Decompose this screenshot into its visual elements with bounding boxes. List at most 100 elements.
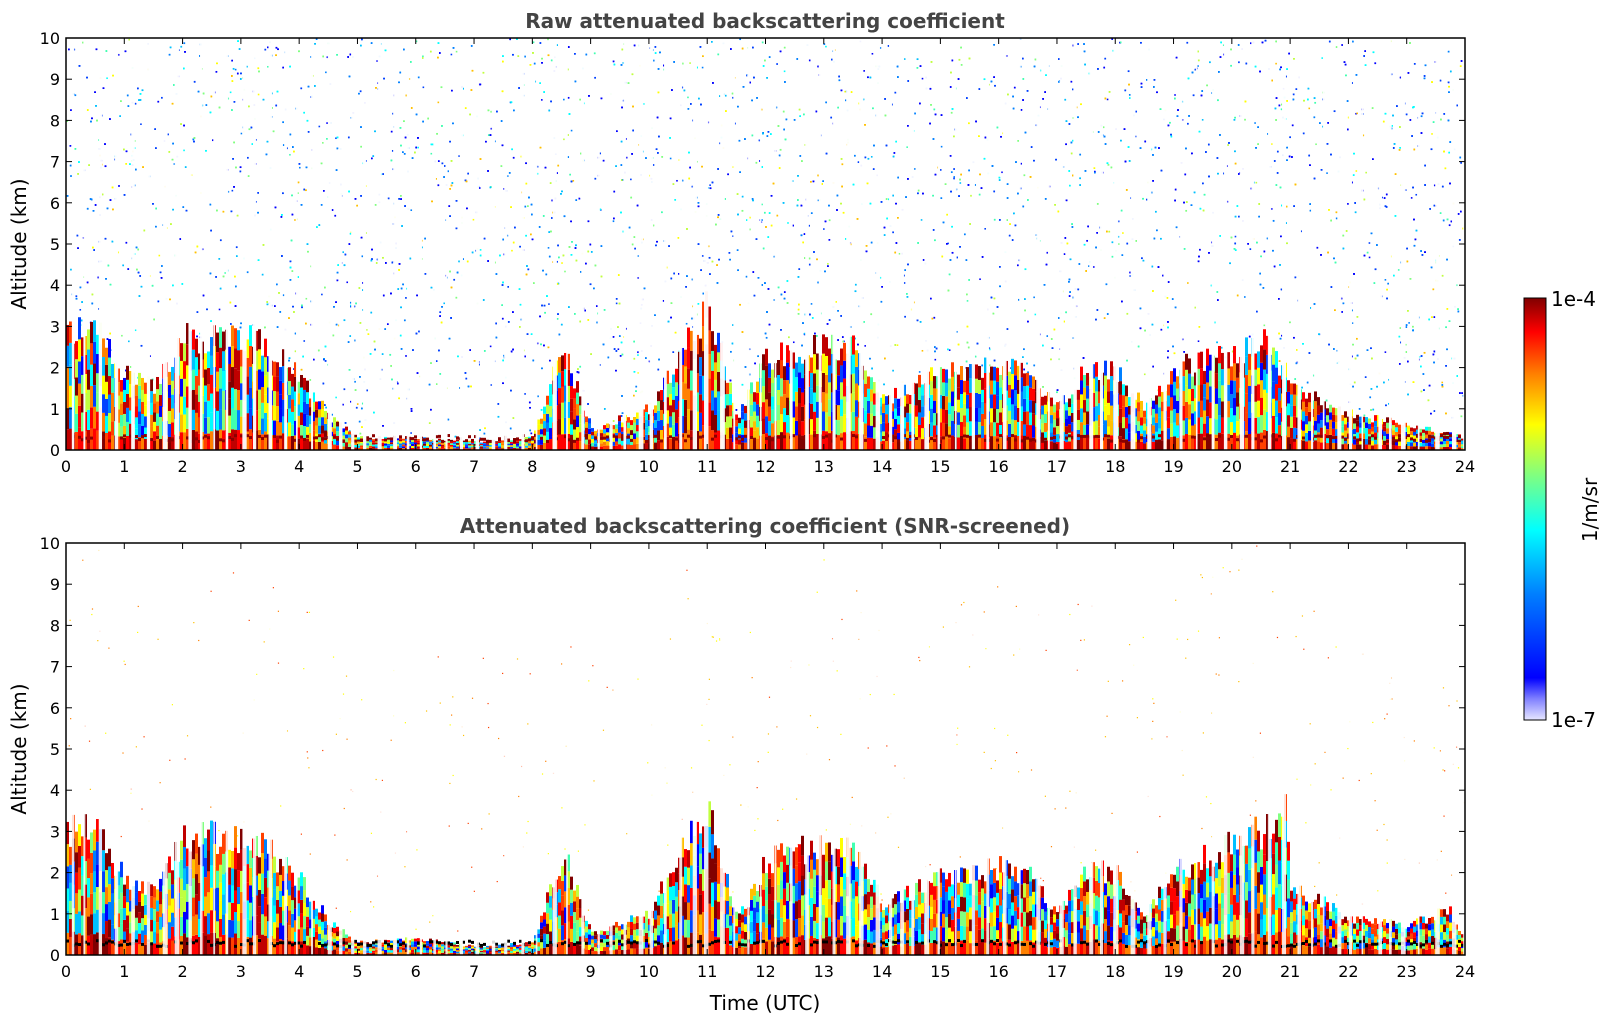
noise-point [792, 341, 795, 344]
noise-point [1001, 171, 1003, 174]
noise-point [920, 219, 923, 221]
noise-point [1397, 269, 1400, 271]
noise-point [128, 340, 130, 343]
noise-point [218, 308, 221, 311]
noise-point [1033, 296, 1035, 299]
noise-point [1174, 94, 1176, 96]
noise-point [303, 340, 306, 342]
noise-point [1365, 171, 1367, 174]
noise-point [1408, 322, 1410, 324]
noise-point [871, 52, 874, 55]
noise-point [701, 66, 704, 69]
noise-point [617, 348, 620, 351]
noise-point [1351, 322, 1354, 324]
noise-point [547, 247, 550, 249]
noise-point [1134, 135, 1137, 138]
noise-point [1384, 351, 1387, 353]
noise-point [825, 45, 827, 48]
noise-point [896, 344, 899, 346]
noise-point [121, 334, 123, 337]
noise-point [984, 228, 986, 230]
noise-point [564, 270, 566, 273]
noise-point [1275, 62, 1277, 65]
panel-1-title: Raw attenuated backscattering coefficien… [525, 9, 1005, 33]
noise-point [1308, 107, 1311, 110]
noise-point [229, 91, 232, 94]
noise-point [321, 293, 323, 296]
noise-point [1355, 112, 1357, 115]
noise-point [1368, 256, 1371, 259]
noise-point [541, 99, 543, 101]
noise-point [335, 396, 337, 399]
noise-point [511, 249, 513, 252]
noise-point [1384, 279, 1387, 281]
noise-point [1415, 193, 1418, 196]
noise-point [548, 303, 550, 305]
noise-point [422, 86, 425, 89]
noise-point [966, 300, 969, 302]
noise-point [289, 153, 291, 156]
noise-point [685, 322, 688, 325]
noise-point [410, 209, 413, 211]
noise-point [1263, 324, 1266, 327]
noise-point [787, 222, 789, 224]
noise-point [1431, 133, 1433, 135]
noise-point [231, 189, 234, 192]
noise-point [844, 90, 846, 93]
noise-point [257, 93, 260, 96]
noise-point [563, 138, 565, 141]
noise-point [827, 263, 829, 265]
noise-point [1405, 343, 1407, 346]
noise-point [458, 155, 460, 157]
noise-point [305, 297, 308, 300]
noise-point [572, 179, 575, 182]
noise-point [79, 308, 82, 311]
noise-point [472, 218, 475, 221]
noise-point [489, 345, 492, 348]
noise-point [940, 145, 943, 148]
noise-point [479, 249, 482, 251]
noise-point [547, 38, 549, 41]
noise-point [1336, 349, 1339, 352]
noise-point [676, 179, 678, 182]
noise-point [106, 77, 108, 80]
noise-point [1255, 181, 1258, 184]
noise-point [906, 146, 908, 148]
noise-point [1368, 242, 1371, 244]
noise-point [959, 182, 962, 184]
noise-point [630, 178, 632, 181]
noise-point [1106, 98, 1109, 101]
noise-point [1034, 313, 1037, 316]
noise-point [687, 96, 689, 99]
noise-point [810, 303, 813, 305]
noise-point [842, 340, 844, 343]
noise-point [761, 203, 763, 206]
noise-point [318, 125, 321, 128]
noise-point [561, 262, 563, 264]
noise-point [934, 358, 937, 361]
noise-point [947, 242, 949, 245]
noise-point [1410, 197, 1413, 199]
noise-point [335, 137, 337, 140]
noise-point [918, 371, 921, 373]
noise-point [870, 156, 873, 158]
noise-point [1441, 381, 1444, 384]
noise-point [732, 235, 734, 237]
noise-point [430, 152, 433, 155]
noise-point [570, 129, 573, 132]
noise-point [1355, 170, 1358, 172]
noise-point [948, 349, 951, 351]
noise-point [158, 254, 161, 257]
raw-backscatter-panel: Raw attenuated backscattering coefficien… [7, 9, 1475, 476]
noise-point [325, 71, 327, 74]
noise-point [823, 228, 825, 230]
noise-point [898, 252, 901, 255]
noise-point [1315, 143, 1317, 146]
noise-point [689, 62, 691, 64]
noise-point [1201, 119, 1204, 121]
noise-point [346, 281, 349, 284]
noise-point [134, 329, 137, 332]
noise-point [701, 255, 704, 257]
noise-point [128, 38, 131, 41]
